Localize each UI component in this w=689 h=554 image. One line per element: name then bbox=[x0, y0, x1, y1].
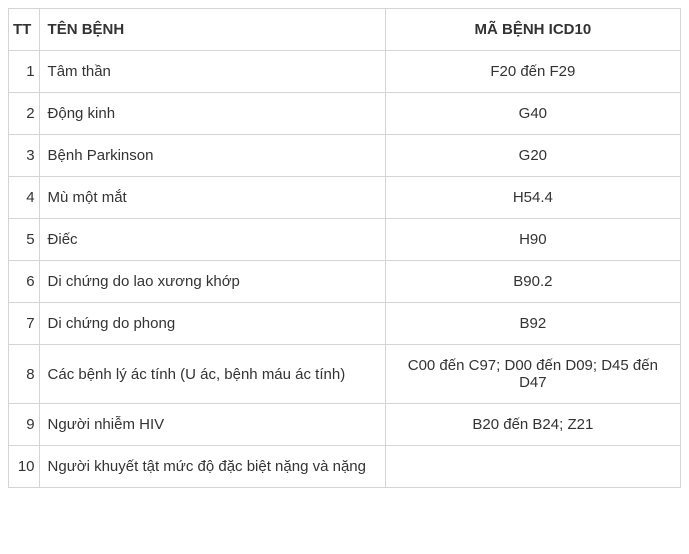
cell-tt: 2 bbox=[9, 93, 40, 135]
table-header-row: TT TÊN BỆNH MÃ BỆNH ICD10 bbox=[9, 9, 681, 51]
cell-code: G20 bbox=[385, 135, 680, 177]
table-row: 9 Người nhiễm HIV B20 đến B24; Z21 bbox=[9, 404, 681, 446]
table-row: 3 Bệnh Parkinson G20 bbox=[9, 135, 681, 177]
cell-code: C00 đến C97; D00 đến D09; D45 đến D47 bbox=[385, 345, 680, 404]
cell-name: Điếc bbox=[39, 219, 385, 261]
cell-name: Bệnh Parkinson bbox=[39, 135, 385, 177]
cell-tt: 7 bbox=[9, 303, 40, 345]
cell-code: H90 bbox=[385, 219, 680, 261]
cell-tt: 9 bbox=[9, 404, 40, 446]
cell-code bbox=[385, 446, 680, 488]
table-row: 10 Người khuyết tật mức độ đặc biệt nặng… bbox=[9, 446, 681, 488]
col-header-name: TÊN BỆNH bbox=[39, 9, 385, 51]
table-row: 6 Di chứng do lao xương khớp B90.2 bbox=[9, 261, 681, 303]
cell-name: Các bệnh lý ác tính (U ác, bệnh máu ác t… bbox=[39, 345, 385, 404]
cell-name: Mù một mắt bbox=[39, 177, 385, 219]
col-header-tt: TT bbox=[9, 9, 40, 51]
table-body: 1 Tâm thần F20 đến F29 2 Động kinh G40 3… bbox=[9, 51, 681, 488]
cell-code: B20 đến B24; Z21 bbox=[385, 404, 680, 446]
cell-tt: 10 bbox=[9, 446, 40, 488]
table-row: 5 Điếc H90 bbox=[9, 219, 681, 261]
cell-name: Người nhiễm HIV bbox=[39, 404, 385, 446]
table-row: 4 Mù một mắt H54.4 bbox=[9, 177, 681, 219]
cell-name: Tâm thần bbox=[39, 51, 385, 93]
cell-code: G40 bbox=[385, 93, 680, 135]
table-row: 7 Di chứng do phong B92 bbox=[9, 303, 681, 345]
table-row: 1 Tâm thần F20 đến F29 bbox=[9, 51, 681, 93]
cell-name: Người khuyết tật mức độ đặc biệt nặng và… bbox=[39, 446, 385, 488]
table-row: 2 Động kinh G40 bbox=[9, 93, 681, 135]
cell-code: H54.4 bbox=[385, 177, 680, 219]
cell-code: B90.2 bbox=[385, 261, 680, 303]
cell-tt: 4 bbox=[9, 177, 40, 219]
table-row: 8 Các bệnh lý ác tính (U ác, bệnh máu ác… bbox=[9, 345, 681, 404]
col-header-code: MÃ BỆNH ICD10 bbox=[385, 9, 680, 51]
cell-tt: 5 bbox=[9, 219, 40, 261]
disease-table: TT TÊN BỆNH MÃ BỆNH ICD10 1 Tâm thần F20… bbox=[8, 8, 681, 488]
cell-tt: 1 bbox=[9, 51, 40, 93]
cell-name: Di chứng do lao xương khớp bbox=[39, 261, 385, 303]
cell-name: Di chứng do phong bbox=[39, 303, 385, 345]
cell-tt: 8 bbox=[9, 345, 40, 404]
cell-tt: 3 bbox=[9, 135, 40, 177]
cell-name: Động kinh bbox=[39, 93, 385, 135]
cell-code: B92 bbox=[385, 303, 680, 345]
cell-code: F20 đến F29 bbox=[385, 51, 680, 93]
cell-tt: 6 bbox=[9, 261, 40, 303]
